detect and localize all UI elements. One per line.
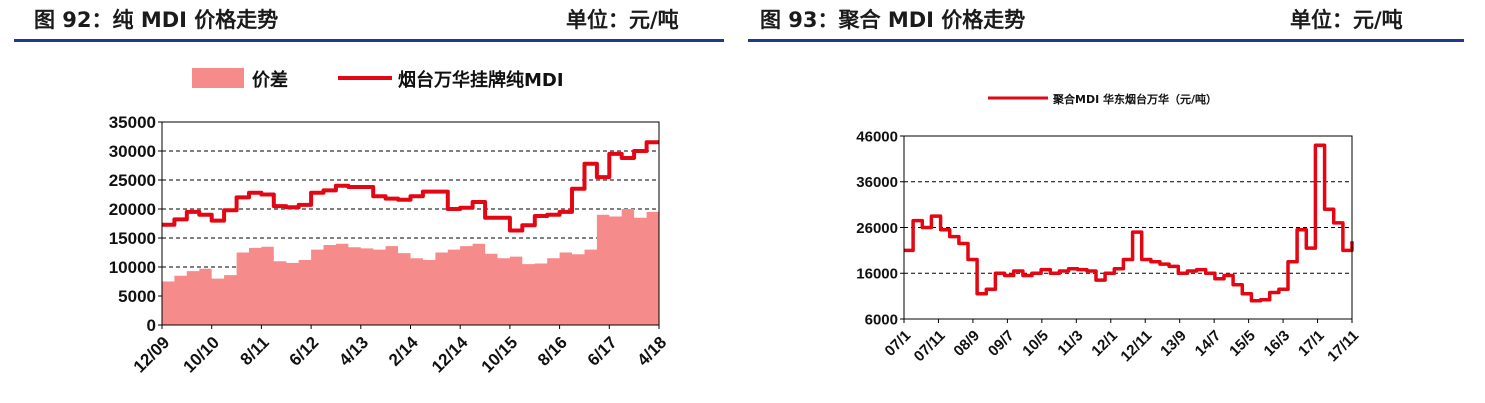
- left-header-rule: [14, 39, 724, 42]
- left-chart-title: 图 92：纯 MDI 价格走势: [34, 8, 279, 32]
- right-chart: 聚合MDI 华东烟台万华（元/吨） 6000 16000 26000 36000 460…: [856, 92, 1362, 365]
- x-tick-label: 10/15: [478, 333, 522, 377]
- y-tick-label: 26000: [856, 220, 898, 237]
- y-tick-label: 15000: [109, 229, 156, 248]
- x-tick-label: 15/5: [1226, 327, 1259, 360]
- right-chart-title: 图 93：聚合 MDI 价格走势: [760, 8, 1026, 32]
- x-tick-label: 08/9: [950, 327, 983, 360]
- area-price-spread: [162, 203, 659, 325]
- left-chart: 价差 烟台万华挂牌纯MDI 0 5000 10000 15000 20000 25000 3…: [109, 68, 670, 377]
- x-tick-label: 6/17: [584, 333, 621, 370]
- x-tick-label: 4/18: [633, 333, 670, 370]
- y-tick-label: 30000: [109, 142, 156, 161]
- legend-line-label-right: 聚合MDI 华东烟台万华（元/吨）: [1052, 92, 1217, 106]
- y-tick-label: 6000: [865, 311, 898, 328]
- y-tick-label: 36000: [856, 174, 898, 191]
- line-yantai-mdi: [162, 140, 659, 233]
- right-chart-unit: 单位：元/吨: [1290, 8, 1403, 32]
- legend-line-label: 烟台万华挂牌纯MDI: [398, 69, 564, 91]
- x-tick-label: 17/11: [1324, 327, 1362, 365]
- x-tick-label: 16/3: [1261, 327, 1294, 360]
- x-tick-label: 12/1: [1088, 327, 1121, 360]
- right-header-rule: [748, 39, 1464, 42]
- y-tick-label: 16000: [856, 266, 898, 283]
- x-tick-label: 07/11: [911, 327, 949, 365]
- x-tick-label: 12/11: [1117, 327, 1155, 365]
- left-chart-unit: 单位：元/吨: [566, 8, 679, 32]
- y-tick-label: 5000: [118, 287, 156, 306]
- x-tick-label: 8/11: [237, 333, 273, 369]
- y-tick-label: 20000: [109, 200, 156, 219]
- legend-area-label: 价差: [252, 69, 288, 91]
- line-polymeric-mdi: [904, 143, 1354, 303]
- legend-area-swatch: [192, 68, 244, 88]
- y-tick-label: 25000: [109, 171, 156, 190]
- x-tick-label: 07/1: [882, 327, 915, 360]
- x-tick-label: 2/14: [385, 332, 422, 369]
- x-tick-label: 11/3: [1054, 327, 1086, 359]
- x-tick-label: 09/7: [985, 327, 1018, 360]
- x-tick-label: 13/9: [1157, 327, 1190, 360]
- x-tick-label: 12/14: [428, 332, 472, 376]
- y-tick-label: 0: [147, 316, 156, 335]
- x-tick-label: 8/16: [534, 333, 571, 370]
- x-tick-label: 14/7: [1192, 327, 1225, 360]
- x-tick-label: 4/13: [335, 333, 372, 370]
- y-tick-label: 35000: [109, 113, 156, 132]
- x-tick-label: 6/12: [286, 333, 323, 370]
- x-tick-label: 12/09: [130, 333, 174, 377]
- x-tick-label: 10/5: [1019, 327, 1052, 360]
- x-tick-label: 17/1: [1295, 327, 1328, 360]
- y-tick-label: 46000: [856, 128, 898, 145]
- x-tick-label: 10/10: [179, 333, 223, 377]
- y-tick-label: 10000: [109, 258, 156, 277]
